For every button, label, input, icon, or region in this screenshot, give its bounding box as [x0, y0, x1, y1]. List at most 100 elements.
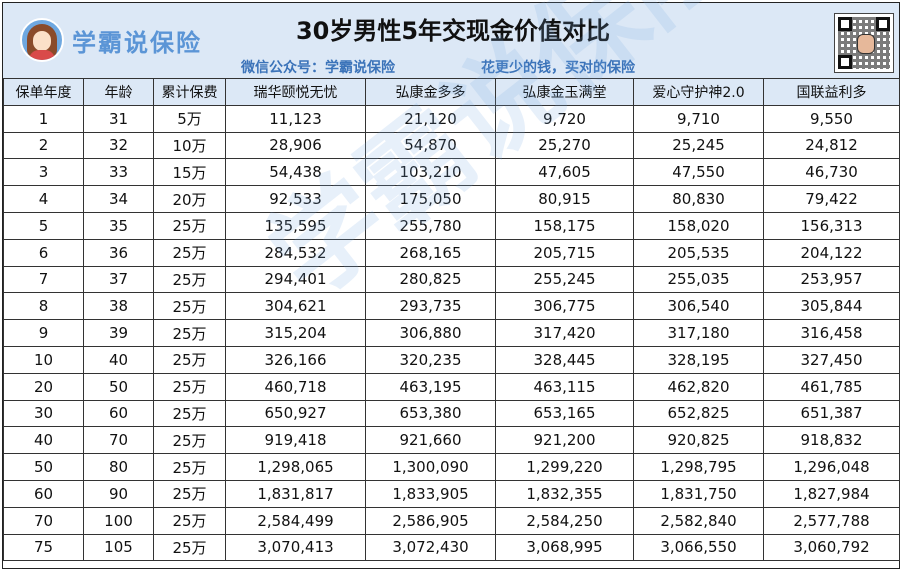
table-cell: 39: [83, 319, 154, 347]
column-header: 瑞华颐悦无忧: [225, 78, 366, 106]
table-row: 2 32 10万 28,906 54,870 25,270 25,245 24,812: [3, 131, 900, 160]
table-cell: 105: [83, 533, 154, 562]
table-cell: 79,422: [763, 185, 900, 213]
table-cell: 47,605: [495, 158, 634, 187]
table-cell: 75: [3, 533, 84, 562]
table-cell: 70: [83, 426, 154, 455]
table-cell: 918,832: [763, 426, 900, 455]
table-cell: 327,450: [763, 345, 900, 374]
cartoon-girl-avatar-icon: [20, 18, 64, 62]
table-cell: 35: [83, 211, 154, 240]
table-cell: 317,180: [633, 319, 764, 347]
table-cell: 24,812: [763, 131, 900, 160]
table-cell: 205,535: [633, 238, 764, 267]
table-cell: 294,401: [225, 265, 366, 294]
table-cell: 306,540: [633, 292, 764, 321]
table-cell: 103,210: [365, 158, 496, 187]
table-body: 1 31 5万 11,123 21,120 9,720 9,710 9,550 2 32 10万 28…: [3, 104, 900, 562]
table-cell: 460,718: [225, 372, 366, 401]
table-cell: 652,825: [633, 399, 764, 428]
table-cell: 9,710: [633, 104, 764, 133]
table-cell: 326,166: [225, 345, 366, 374]
table-cell: 3: [3, 158, 84, 187]
table-cell: 6: [3, 238, 84, 267]
table-cell: 316,458: [763, 319, 900, 347]
brand-name: 学霸说保险: [72, 28, 202, 57]
table-cell: 30: [3, 399, 84, 428]
table-cell: 21,120: [365, 104, 496, 133]
table-cell: 1,298,795: [633, 453, 764, 481]
table-row: 7 37 25万 294,401 280,825 255,245 255,035 253,95…: [3, 265, 900, 294]
table-row: 3 33 15万 54,438 103,210 47,605 47,550 46,730: [3, 158, 900, 187]
table-cell: 158,020: [633, 211, 764, 240]
table-cell: 1,298,065: [225, 453, 366, 481]
table-cell: 306,880: [365, 319, 496, 347]
table-cell: 653,165: [495, 399, 634, 428]
table-row: 10 40 25万 326,166 320,235 328,445 328,195 327,4…: [3, 345, 900, 374]
table-cell: 25万: [153, 345, 226, 374]
table-cell: 60: [3, 479, 84, 508]
table-cell: 3,072,430: [365, 533, 496, 562]
table-cell: 3,068,995: [495, 533, 634, 562]
table-cell: 25万: [153, 238, 226, 267]
table-cell: 921,660: [365, 426, 496, 455]
table-cell: 46,730: [763, 158, 900, 187]
table-cell: 25万: [153, 399, 226, 428]
table-cell: 33: [83, 158, 154, 187]
table-cell: 2,586,905: [365, 506, 496, 535]
table-cell: 25,270: [495, 131, 634, 160]
table-cell: 47,550: [633, 158, 764, 187]
table-cell: 3,070,413: [225, 533, 366, 562]
column-header: 爱心守护神2.0: [633, 78, 764, 106]
table-cell: 204,122: [763, 238, 900, 267]
table-row: 60 90 25万 1,831,817 1,833,905 1,832,355 1,831,…: [3, 479, 900, 508]
table-cell: 38: [83, 292, 154, 321]
table-cell: 1,833,905: [365, 479, 496, 508]
table-cell: 80: [83, 453, 154, 481]
table-row: 6 36 25万 284,532 268,165 205,715 205,535 204,12…: [3, 238, 900, 267]
table-cell: 34: [83, 185, 154, 213]
table-cell: 328,445: [495, 345, 634, 374]
table-cell: 1,831,750: [633, 479, 764, 508]
table-cell: 15万: [153, 158, 226, 187]
table-cell: 205,715: [495, 238, 634, 267]
table-cell: 5万: [153, 104, 226, 133]
table-cell: 284,532: [225, 238, 366, 267]
table-row: 20 50 25万 460,718 463,195 463,115 462,820 461,7…: [3, 372, 900, 401]
table-cell: 50: [3, 453, 84, 481]
table-row: 75 105 25万 3,070,413 3,072,430 3,068,995 3,066…: [3, 533, 900, 562]
table-cell: 9: [3, 319, 84, 347]
table-cell: 31: [83, 104, 154, 133]
column-header: 年龄: [83, 78, 154, 106]
table-cell: 255,780: [365, 211, 496, 240]
table-cell: 92,533: [225, 185, 366, 213]
column-header: 弘康金玉满堂: [495, 78, 634, 106]
table-cell: 37: [83, 265, 154, 294]
table-row: 8 38 25万 304,621 293,735 306,775 306,540 305,84…: [3, 292, 900, 321]
table-cell: 158,175: [495, 211, 634, 240]
table-header-row: 保单年度 年龄 累计保费 瑞华颐悦无忧 弘康金多多 弘康金玉满堂 爱心守护神2.0 国联益利多: [3, 78, 900, 106]
table-cell: 280,825: [365, 265, 496, 294]
table-cell: 40: [83, 345, 154, 374]
table-row: 4 34 20万 92,533 175,050 80,915 80,830 79,422: [3, 185, 900, 213]
table-cell: 25万: [153, 211, 226, 240]
table-cell: 328,195: [633, 345, 764, 374]
table-cell: 920,825: [633, 426, 764, 455]
table-cell: 25万: [153, 265, 226, 294]
table-row: 50 80 25万 1,298,065 1,300,090 1,299,220 1,298,…: [3, 453, 900, 481]
table-cell: 25万: [153, 372, 226, 401]
table-cell: 1,831,817: [225, 479, 366, 508]
table-cell: 305,844: [763, 292, 900, 321]
table-cell: 25万: [153, 426, 226, 455]
table-cell: 2,584,499: [225, 506, 366, 535]
table-cell: 3,066,550: [633, 533, 764, 562]
brand: 学霸说保险: [20, 15, 202, 65]
table-cell: 32: [83, 131, 154, 160]
table-cell: 50: [83, 372, 154, 401]
table-cell: 156,313: [763, 211, 900, 240]
table-cell: 10万: [153, 131, 226, 160]
table-cell: 28,906: [225, 131, 366, 160]
table-cell: 11,123: [225, 104, 366, 133]
table-cell: 2: [3, 131, 84, 160]
table-cell: 921,200: [495, 426, 634, 455]
